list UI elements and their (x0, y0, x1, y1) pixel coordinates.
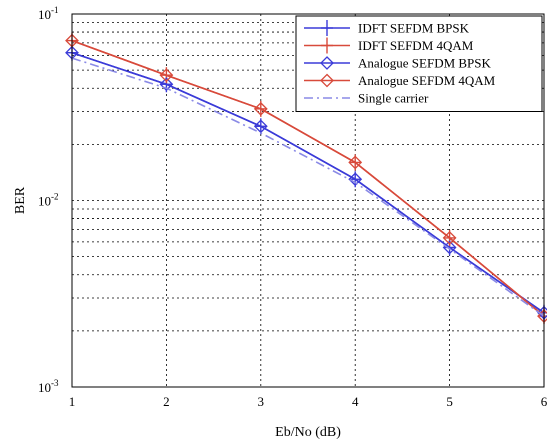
series-3 (65, 33, 547, 324)
x-tick-label: 1 (69, 394, 76, 409)
y-tick-labels: 10-1 10-2 10-3 (38, 5, 59, 395)
series-line-3 (71, 39, 545, 317)
data-point-3-1 (159, 68, 174, 83)
y-axis-label: BER (13, 186, 28, 214)
legend-marker (321, 37, 333, 54)
legend-label: Analogue SEFDM BPSK (358, 56, 492, 71)
data-point-2-3 (348, 172, 363, 187)
data-point-3-3 (348, 155, 363, 170)
legend-entry: IDFT SEFDM 4QAM (304, 37, 474, 54)
legend-marker (320, 56, 334, 70)
data-point-2-1 (159, 77, 174, 92)
legend-label: IDFT SEFDM BPSK (358, 21, 470, 36)
x-tick-label: 5 (446, 394, 453, 409)
x-tick-label: 4 (352, 394, 359, 409)
x-axis-label: Eb/No (dB) (275, 425, 341, 440)
legend-label: Analogue SEFDM 4QAM (358, 73, 496, 88)
x-tick-label: 6 (541, 394, 547, 409)
series-line-2 (71, 51, 545, 314)
legend-entry: Analogue SEFDM 4QAM (304, 73, 496, 88)
data-point-3-4 (442, 231, 457, 245)
y-tick-label: 10-2 (38, 192, 59, 209)
x-tick-labels: 1 2 3 4 5 6 (69, 394, 547, 409)
legend-marker (320, 73, 334, 88)
legend-marker (321, 20, 333, 36)
series-4 (71, 57, 545, 317)
legend-entry: Analogue SEFDM BPSK (304, 56, 492, 71)
plot-frame (71, 13, 545, 388)
y-tick-label: 10-3 (38, 378, 59, 395)
legend-label: IDFT SEFDM 4QAM (358, 38, 474, 53)
legend-entry: Single carrier (304, 91, 429, 106)
series-line-4 (71, 57, 545, 317)
x-tick-label: 2 (163, 394, 170, 409)
legend: IDFT SEFDM BPSK IDFT SEFDM 4QAM Analogue S… (295, 15, 543, 112)
x-tick-label: 3 (258, 394, 265, 409)
data-point-3-2 (253, 101, 268, 116)
y-tick-label: 10-1 (38, 5, 59, 22)
legend-entry: IDFT SEFDM BPSK (304, 20, 470, 36)
legend-label: Single carrier (358, 91, 429, 106)
